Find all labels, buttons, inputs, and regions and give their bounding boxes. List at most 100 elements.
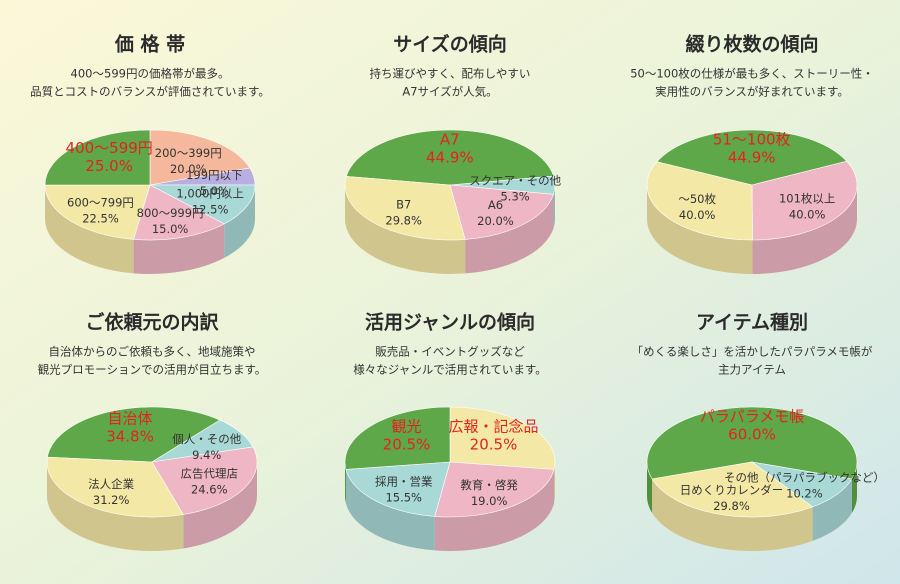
- chart-title: アイテム種別: [696, 312, 808, 334]
- pie-slice: [46, 456, 184, 518]
- slice-label: 800〜999円: [137, 206, 204, 220]
- slice-label: 個人・その他: [172, 432, 241, 446]
- slice-label: A6: [488, 198, 503, 212]
- chart-subtitle: 50〜100枚の仕様が最も多く、ストーリー性・: [630, 67, 874, 81]
- chart-title: 綴り枚数の傾向: [685, 33, 818, 56]
- slice-label: 1,000円以上: [176, 187, 243, 201]
- slice-label: 法人企業: [88, 477, 134, 491]
- value-label: 22.5%: [82, 212, 119, 226]
- chart-title: 活用ジャンルの傾向: [365, 311, 535, 334]
- pie-side: [465, 194, 554, 274]
- slice-label: 教育・啓発: [460, 478, 518, 492]
- chart-subtitle: A7サイズが人気。: [402, 85, 497, 99]
- pie-side: [133, 223, 225, 274]
- slice-label: その他（パラパラブックなど）: [724, 471, 885, 485]
- pie-side: [47, 462, 184, 551]
- pie-side: [345, 462, 346, 504]
- value-label: 60.0%: [728, 425, 776, 443]
- value-label: 44.9%: [426, 148, 474, 166]
- pie-slice: [434, 461, 555, 518]
- slice-label: 採用・営業: [375, 474, 433, 488]
- value-label: 20.0%: [477, 214, 514, 228]
- value-label: 5.3%: [500, 190, 529, 204]
- pie-slice: [345, 129, 555, 186]
- pie-slice: [345, 461, 451, 517]
- slice-label: 広告代理店: [181, 467, 239, 481]
- value-label: 20.5%: [470, 436, 518, 454]
- slice-label: 101枚以上: [779, 192, 835, 206]
- pie-side: [851, 462, 857, 513]
- value-label: 40.0%: [679, 208, 716, 222]
- slice-label: パラパラメモ帳: [700, 407, 804, 425]
- value-label: 15.5%: [385, 490, 422, 504]
- chart-subtitle: 自治体からのご依頼も多く、地域施策や: [49, 345, 256, 359]
- slice-label: 〜50枚: [678, 192, 716, 206]
- value-label: 15.0%: [152, 222, 189, 236]
- chart-subtitle: 主力アイテム: [718, 363, 786, 377]
- pie-slice: [646, 406, 858, 480]
- pie-slice: [751, 160, 858, 241]
- value-label: 29.8%: [713, 499, 750, 513]
- chart-subtitle: 品質とコストのバランスが評価されています。: [30, 85, 270, 99]
- chart-title: サイズの傾向: [393, 33, 506, 56]
- pie-side: [752, 185, 858, 274]
- chart-subtitle: 400〜599円の価格帯が最多。: [71, 67, 230, 81]
- chart-title: ご依頼元の内訳: [85, 311, 219, 334]
- pie-side: [434, 469, 555, 551]
- chart-subtitle: 様々なジャンルで活用されています。: [353, 363, 546, 377]
- chart-subtitle: 販売品・イベントグッズなど: [375, 345, 525, 359]
- chart-title: 価 格 帯: [114, 33, 185, 56]
- pie-side: [183, 462, 257, 549]
- value-label: 9.4%: [192, 448, 221, 462]
- value-label: 34.8%: [106, 428, 154, 446]
- value-label: 31.2%: [93, 493, 130, 507]
- pie-slice: [656, 129, 848, 186]
- pie-slice: [149, 184, 256, 225]
- slice-label: 200〜399円: [155, 146, 222, 160]
- pie-slice: [344, 176, 466, 241]
- pie-slice: [344, 406, 451, 470]
- slice-label: B7: [396, 197, 411, 211]
- value-label: 24.6%: [191, 483, 228, 497]
- pie-slice: [149, 129, 251, 186]
- slice-label: A7: [440, 130, 460, 148]
- pie-side: [652, 478, 813, 552]
- pie-slice: [47, 406, 221, 463]
- chart-subtitle: 持ち運びやすく、配布しやすい: [370, 67, 531, 81]
- slice-label: 51〜100枚: [713, 130, 791, 148]
- slice-label: 199円以下: [186, 168, 242, 182]
- value-label: 20.5%: [383, 436, 431, 454]
- slice-label: 400〜599円: [66, 139, 153, 157]
- value-label: 19.0%: [471, 494, 508, 508]
- value-label: 29.8%: [385, 213, 422, 227]
- slice-label: 広報・記念品: [448, 418, 538, 436]
- pie-slice: [44, 129, 151, 186]
- pie-side: [224, 185, 255, 258]
- pie-side: [647, 185, 753, 275]
- chart-subtitle: 観光プロモーションでの活用が目立ちます。: [38, 363, 267, 377]
- pie-slice: [44, 184, 151, 240]
- pie-side: [812, 478, 852, 541]
- pie-side: [554, 462, 555, 504]
- slice-label: 観光: [391, 418, 421, 436]
- value-label: 20.0%: [170, 162, 207, 176]
- chart-subtitle: 実用性のバランスが好まれています。: [655, 85, 849, 99]
- value-label: 40.0%: [789, 208, 826, 222]
- pie-slice: [449, 406, 556, 470]
- value-label: 10.2%: [786, 487, 823, 501]
- slice-label: 日めくりカレンダー: [680, 483, 784, 497]
- value-label: 5.0%: [200, 184, 229, 198]
- pie-slice: [133, 184, 225, 241]
- pie-slice: [646, 161, 753, 241]
- pie-side: [45, 185, 134, 274]
- value-label: 44.9%: [728, 148, 776, 166]
- pie-slice: [151, 446, 258, 515]
- slice-label: 自治体: [108, 410, 153, 428]
- slice-label: 600〜799円: [67, 196, 134, 210]
- value-label: 12.5%: [192, 203, 229, 217]
- slice-label: スクエア・その他: [469, 174, 561, 188]
- chart-subtitle: 「めくる楽しさ」を活かしたパラパラメモ帳が: [632, 345, 873, 359]
- pie-side: [553, 185, 555, 229]
- pie-side: [345, 185, 466, 274]
